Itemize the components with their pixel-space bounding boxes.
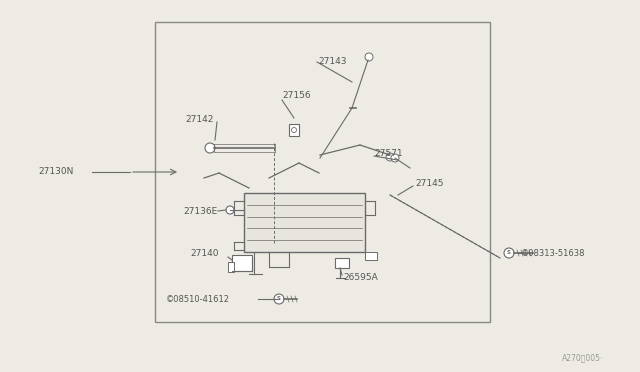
Text: 27136E: 27136E	[183, 206, 217, 215]
Text: S: S	[277, 296, 281, 301]
Text: ©08313-51638: ©08313-51638	[521, 250, 586, 259]
Bar	[244, 193, 365, 252]
Text: 27143: 27143	[318, 58, 346, 67]
Bar	[232, 255, 252, 271]
Text: 27130N: 27130N	[38, 167, 74, 176]
Text: 27156: 27156	[282, 92, 310, 100]
Text: ©08510-41612: ©08510-41612	[166, 295, 230, 304]
Circle shape	[365, 53, 373, 61]
Circle shape	[226, 206, 234, 214]
Bar	[155, 22, 490, 322]
Text: 27571: 27571	[374, 148, 403, 157]
Text: 27142: 27142	[185, 115, 213, 124]
Bar	[365, 252, 377, 260]
Circle shape	[504, 248, 514, 258]
Circle shape	[291, 128, 296, 132]
Circle shape	[391, 154, 399, 162]
Circle shape	[205, 143, 215, 153]
Text: 27145: 27145	[415, 179, 444, 187]
Text: S: S	[507, 250, 511, 256]
Text: 27140: 27140	[190, 250, 218, 259]
Text: A270々005·: A270々005·	[562, 353, 603, 362]
Bar	[335, 258, 349, 268]
Text: 26595A: 26595A	[343, 273, 378, 282]
Bar	[228, 262, 234, 272]
Circle shape	[274, 294, 284, 304]
Circle shape	[386, 153, 394, 161]
Bar	[289, 124, 299, 136]
